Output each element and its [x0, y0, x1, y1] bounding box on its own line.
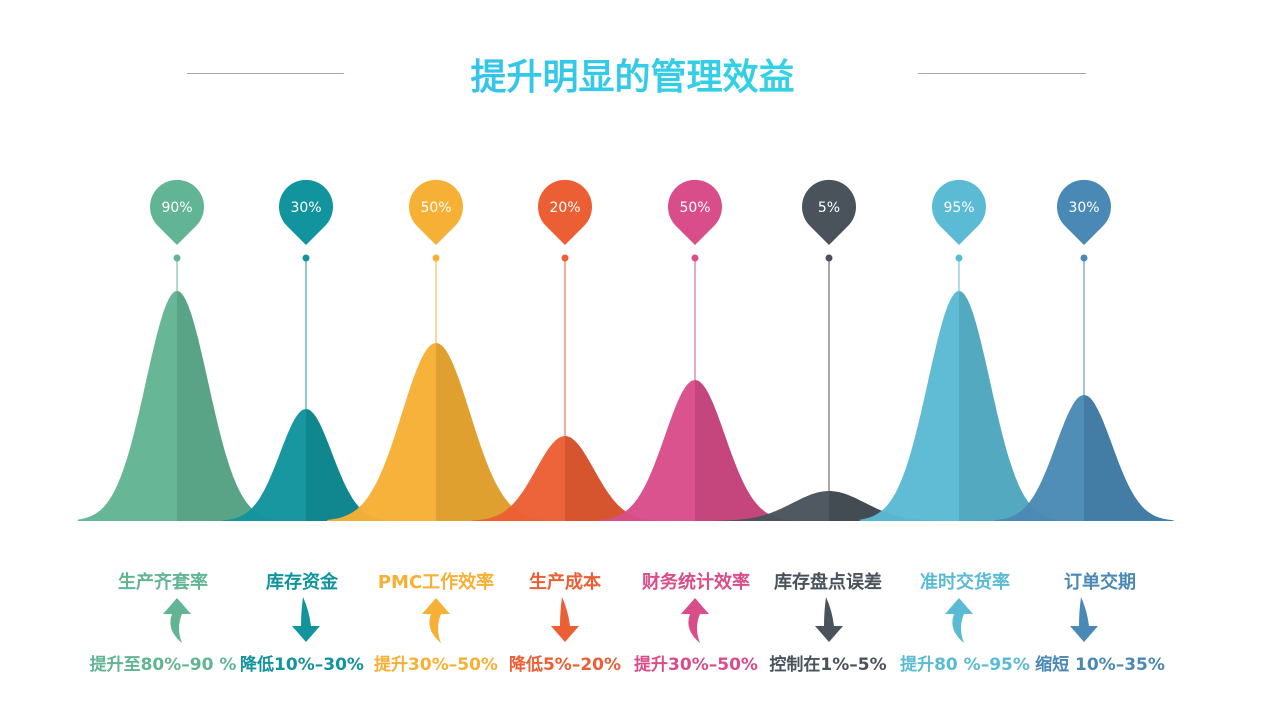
- item-label: 库存盘点误差: [774, 572, 882, 593]
- bell-curve-shade-8: [1084, 395, 1174, 521]
- bell-curve-left-4: [472, 436, 565, 521]
- pin-value-8: 30%: [1068, 200, 1099, 216]
- bell-curve-shade-5: [695, 380, 791, 521]
- pin-marker-3: [409, 179, 463, 245]
- pin-marker-2: [279, 179, 333, 245]
- pin-dot-3: [432, 254, 440, 262]
- bell-curve-shade-2: [306, 409, 390, 521]
- pin-marker-6: [802, 179, 856, 245]
- arrow-up-icon: [163, 598, 191, 643]
- bell-curve-right-8: [1084, 395, 1174, 521]
- title-rule-right: [918, 73, 1086, 74]
- item-result: 控制在1%–5%: [769, 655, 887, 675]
- title-rule-left: [187, 73, 344, 74]
- pin-dot-2: [302, 254, 310, 262]
- pin-value-2: 30%: [290, 200, 321, 216]
- pin-dot-6: [825, 254, 833, 262]
- item-label: PMC工作效率: [377, 572, 495, 593]
- pin-dot-1: [173, 254, 181, 262]
- bell-curve-shade-6: [829, 491, 945, 521]
- bell-curve-right-1: [177, 291, 277, 521]
- pin-value-4: 20%: [549, 200, 580, 216]
- bell-curve-left-7: [859, 291, 959, 521]
- pin-marker-8: [1057, 179, 1111, 245]
- arrow-up-icon: [681, 598, 709, 643]
- bell-curve-left-2: [222, 409, 306, 521]
- item-result: 降低5%–20%: [508, 655, 622, 675]
- bell-curve-right-2: [306, 409, 390, 521]
- arrow-up-icon: [422, 598, 450, 643]
- bell-curve-shade-4: [565, 436, 658, 521]
- item-result: 提升30%–50%: [374, 655, 498, 675]
- item-result: 提升至80%–90 %: [89, 655, 237, 675]
- item-label: 库存资金: [266, 572, 338, 593]
- pin-marker-7: [931, 179, 986, 245]
- pin-value-1: 90%: [161, 200, 192, 216]
- bell-curve-shade-3: [436, 343, 545, 521]
- pin-dot-7: [955, 254, 963, 262]
- item-result: 提升80 %–95%: [900, 655, 1030, 675]
- arrow-down-icon: [1070, 597, 1098, 642]
- pin-dot-5: [691, 254, 699, 262]
- item-result: 缩短 10%–35%: [1035, 655, 1165, 675]
- arrow-down-icon: [815, 597, 843, 642]
- item-result: 提升30%–50%: [634, 655, 758, 675]
- pin-dot-8: [1080, 254, 1088, 262]
- bell-curve-right-4: [565, 436, 658, 521]
- bell-curve-right-5: [695, 380, 791, 521]
- arrow-down-icon: [292, 597, 320, 642]
- bell-curve-left-6: [713, 491, 829, 521]
- arrow-up-icon: [945, 598, 973, 643]
- item-label: 财务统计效率: [642, 572, 750, 593]
- pin-dot-4: [561, 254, 569, 262]
- pin-marker-4: [538, 179, 592, 245]
- page-title: 提升明显的管理效益: [0, 48, 1265, 100]
- item-label: 订单交期: [1064, 572, 1136, 593]
- item-result: 降低10%–30%: [240, 655, 364, 675]
- pin-marker-1: [149, 179, 204, 245]
- bell-curve-shade-7: [959, 291, 1059, 521]
- bell-curve-left-5: [599, 380, 695, 521]
- bell-curve-right-3: [436, 343, 545, 521]
- bell-curve-shade-1: [177, 291, 277, 521]
- item-label: 准时交货率: [920, 572, 1010, 593]
- bell-curve-right-7: [959, 291, 1059, 521]
- item-label: 生产成本: [529, 572, 601, 593]
- bell-curve-left-8: [994, 395, 1084, 521]
- arrow-down-icon: [551, 597, 579, 642]
- bell-curve-left-1: [77, 291, 177, 521]
- bell-curve-left-3: [327, 343, 436, 521]
- pin-marker-5: [668, 179, 723, 245]
- item-label: 生产齐套率: [118, 572, 208, 593]
- pin-value-5: 50%: [679, 200, 710, 216]
- bell-curve-right-6: [829, 491, 945, 521]
- pin-value-7: 95%: [943, 200, 974, 216]
- pin-value-6: 5%: [818, 200, 840, 216]
- pin-value-3: 50%: [420, 200, 451, 216]
